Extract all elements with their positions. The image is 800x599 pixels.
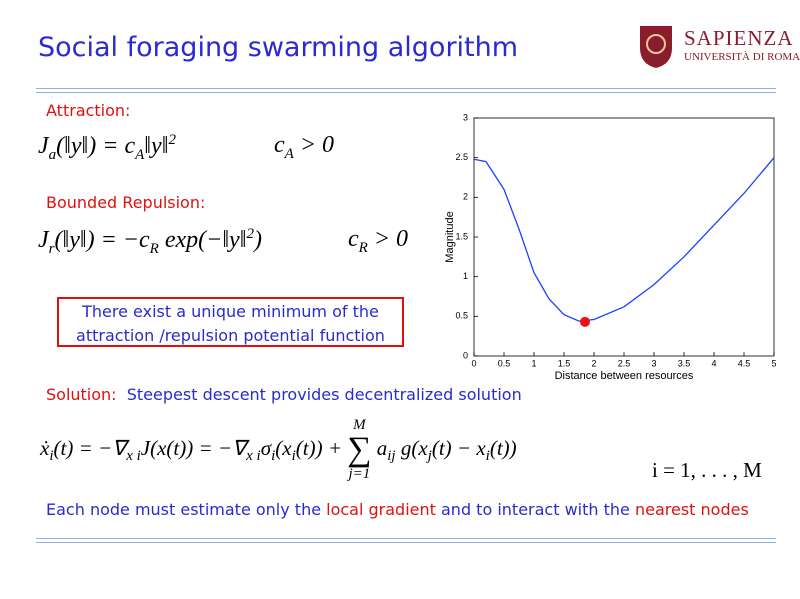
y-tick-label: 1 <box>463 271 468 281</box>
math-text: ) <box>253 227 262 253</box>
x-tick-label: 4 <box>711 358 716 368</box>
y-tick-label: 0 <box>463 350 468 360</box>
math-text: σ <box>260 435 272 460</box>
y-axis-label: Magnitude <box>444 211 456 262</box>
text: Steepest descent provides decentralized … <box>126 385 522 404</box>
subscript: x i <box>126 448 141 464</box>
math-text: exp(−‖y‖ <box>158 227 247 253</box>
math-text: J <box>38 227 49 253</box>
y-tick-label: 2 <box>463 192 468 202</box>
subscript: i <box>49 448 54 464</box>
formula: Ja(‖y‖) = cA‖y‖2 <box>38 132 176 164</box>
formula: i = 1, . . . , M <box>652 458 762 483</box>
superscript: 2 <box>168 132 176 148</box>
math-text: ẋ <box>40 435 50 460</box>
subscript: R <box>358 239 368 256</box>
math-text: ‖y‖ <box>144 133 169 159</box>
subscript: ij <box>387 448 396 464</box>
x-tick-label: 2.5 <box>618 358 631 368</box>
math-text: a <box>371 435 388 460</box>
subscript: r <box>48 240 55 257</box>
math-text: (t)) + <box>295 435 348 460</box>
subscript: x i <box>246 448 261 464</box>
logo-subtitle: UNIVERSITÀ DI ROMA <box>684 51 800 63</box>
formula: Jr(‖y‖) = −cR exp(−‖y‖2) <box>38 226 262 258</box>
math-text: c <box>348 226 359 252</box>
math-text: c <box>274 132 285 158</box>
formula: cA > 0 <box>274 132 334 163</box>
math-text: > 0 <box>293 132 335 158</box>
y-tick-label: 3 <box>463 112 468 122</box>
math-text: (x <box>275 435 292 460</box>
footer-text: nearest nodes <box>634 500 749 519</box>
y-tick-label: 1.5 <box>455 231 468 241</box>
math-text: (t) − x <box>431 435 486 460</box>
title: Social foraging swarming algorithm <box>38 32 519 63</box>
subscript: i <box>271 448 276 464</box>
footer: Each node must estimate only the local g… <box>46 500 749 519</box>
label: Bounded Repulsion: <box>46 193 206 212</box>
math-text: i = 1, . . . , M <box>652 458 762 482</box>
plot-area <box>473 117 775 357</box>
y-tick-label: 0.5 <box>455 311 468 321</box>
rule <box>36 88 776 93</box>
x-tick-label: 1 <box>531 358 536 368</box>
math-text: (t) = −∇ <box>53 435 127 460</box>
note-box: There exist a unique minimum of the attr… <box>57 297 404 347</box>
math-text: (‖y‖) = c <box>56 133 136 159</box>
footer-text: Each node must estimate only the <box>46 500 327 519</box>
label: Attraction: <box>46 101 131 120</box>
footer-text: local gradient <box>326 500 436 519</box>
sum-sign: ∑ <box>347 431 372 468</box>
x-tick-label: 1.5 <box>558 358 571 368</box>
logo-crest <box>636 22 676 70</box>
x-tick-label: 3.5 <box>678 358 691 368</box>
sum-lower: j=1 <box>348 466 371 482</box>
x-tick-label: 4.5 <box>738 358 751 368</box>
x-axis-label: Distance between resources <box>555 370 694 382</box>
subscript: A <box>284 145 294 162</box>
formula: cR > 0 <box>348 226 408 257</box>
footer-text: and to interact with the <box>435 500 635 519</box>
formula: ẋi(t) = −∇x iJ(x(t)) = −∇x iσi(xi(t)) + … <box>40 418 517 482</box>
minimum-point <box>580 316 590 327</box>
y-tick-label: 2.5 <box>455 152 468 162</box>
x-tick-label: 0 <box>471 358 476 368</box>
x-tick-label: 2 <box>591 358 596 368</box>
x-tick-label: 3 <box>651 358 656 368</box>
math-text: g(x <box>395 435 428 460</box>
math-text: J(x(t)) = −∇ <box>140 435 247 460</box>
math-text: (t)) <box>489 435 517 460</box>
x-tick-label: 0.5 <box>498 358 511 368</box>
solution: Solution: Steepest descent provides dece… <box>46 385 522 404</box>
math-text: > 0 <box>367 226 409 252</box>
x-tick-label: 5 <box>771 358 776 368</box>
label: Solution: <box>46 385 117 404</box>
subscript: i <box>485 448 490 464</box>
logo-name: SAPIENZA <box>684 26 794 50</box>
superscript: 2 <box>246 226 254 242</box>
rule <box>36 538 776 543</box>
curve <box>473 157 775 322</box>
subscript: i <box>291 448 296 464</box>
math-text: J <box>38 133 49 159</box>
sum: M ∑ j=1 <box>347 418 371 482</box>
subscript: R <box>149 240 159 257</box>
subscript: a <box>48 146 57 163</box>
subscript: A <box>135 146 145 163</box>
sum-upper: M <box>353 417 366 433</box>
subscript: j <box>427 448 432 464</box>
math-text: (‖y‖) = −c <box>54 227 150 253</box>
